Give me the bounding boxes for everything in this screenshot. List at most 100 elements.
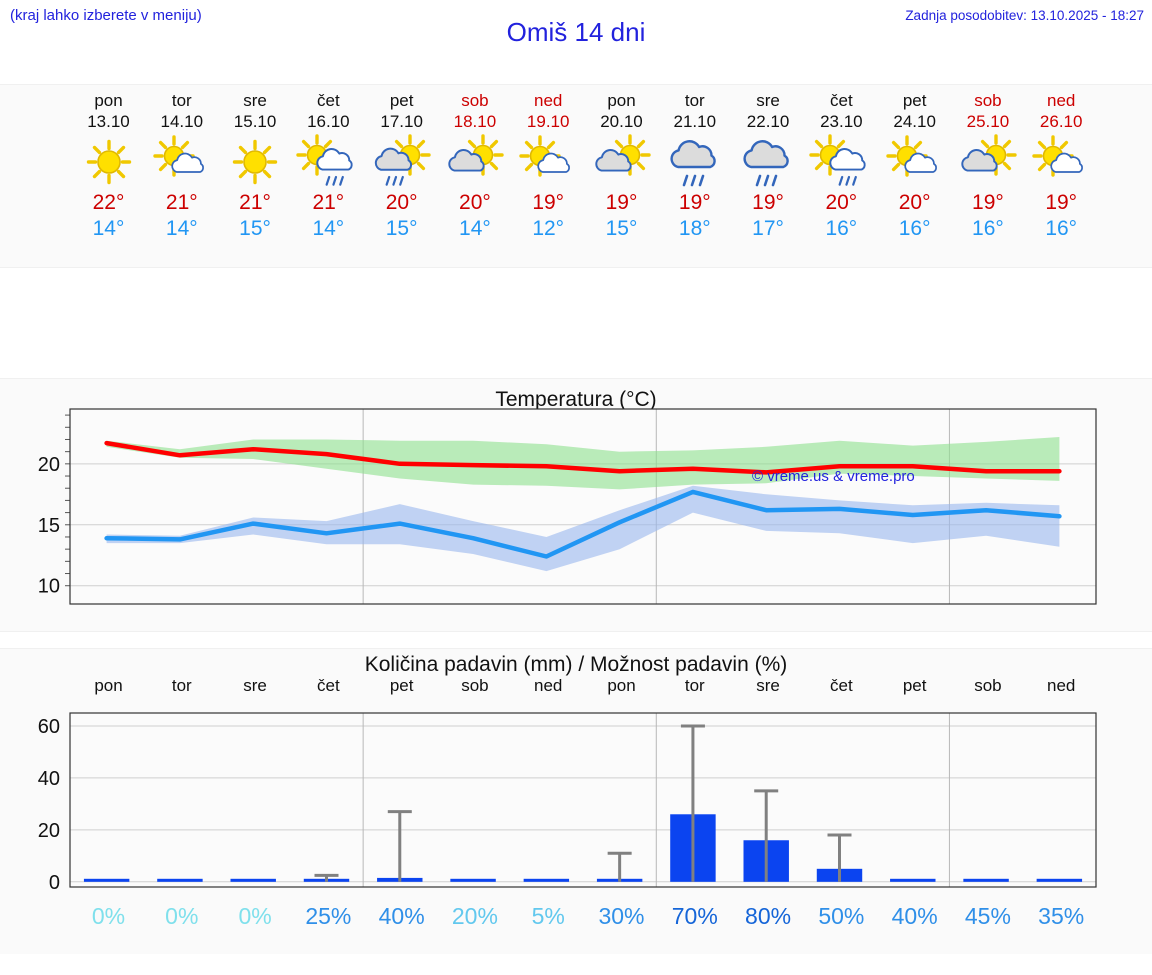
forecast-day-5[interactable]: pet 17.10 20° 15° [363, 85, 441, 267]
temp-max: 20° [385, 191, 418, 214]
menu-hint: (kraj lahko izberete v meniju) [10, 7, 202, 24]
precip-day-label: tor [171, 676, 192, 695]
forecast-day-2[interactable]: tor 14.10 21° 14° [143, 85, 221, 267]
forecast-day-14[interactable]: ned 26.10 19° 16° [1022, 85, 1100, 267]
day-date: 18.10 [453, 112, 497, 131]
forecast-day-4[interactable]: čet 16.10 21° 14° [289, 85, 367, 267]
temp-max: 20° [459, 191, 491, 214]
svg-text:40: 40 [38, 768, 60, 790]
precip-probability: 0% [165, 903, 199, 929]
precip-error-bar [680, 724, 705, 882]
precip-probability: 40% [891, 903, 938, 929]
precipitation-chart: 0 20 40 60 [38, 712, 1097, 894]
temperature-chart: 10 15 20 [38, 408, 1097, 605]
precip-day-label: sre [243, 676, 267, 695]
precip-probability: 0% [238, 903, 272, 929]
day-of-week: sre [243, 91, 267, 110]
page-header: (kraj lahko izberete v meniju) Omiš 14 d… [0, 0, 1152, 56]
precip-bar [450, 878, 496, 882]
temp-max: 20° [898, 191, 931, 214]
day-of-week: tor [171, 91, 192, 110]
precip-day-label: ned [534, 676, 563, 695]
temp-min: 16° [1045, 217, 1078, 240]
sun-cloud-icon [509, 134, 587, 190]
day-of-week: sob [461, 91, 489, 110]
day-date: 23.10 [820, 112, 863, 131]
temp-max: 19° [972, 191, 1004, 214]
day-of-week: čet [830, 91, 853, 110]
precip-day-label: tor [684, 676, 705, 695]
forecast-day-1[interactable]: pon 13.10 22° 14° [70, 85, 148, 267]
cloud-sun-rain-icon [363, 134, 441, 190]
day-of-week: čet [317, 91, 340, 110]
temp-min: 18° [678, 217, 711, 240]
precip-error-bar [387, 810, 412, 882]
temp-min: 14° [165, 217, 198, 240]
precip-probability: 50% [818, 903, 865, 929]
precip-probability: 70% [671, 903, 718, 929]
svg-text:20: 20 [38, 454, 60, 476]
temp-max: 20° [825, 191, 858, 214]
precip-probability: 35% [1038, 903, 1085, 929]
day-date: 24.10 [893, 112, 936, 131]
temp-max: 19° [752, 191, 784, 214]
cloud-rain-icon [656, 134, 734, 190]
cloud-sun-icon [583, 134, 661, 190]
temp-min: 14° [92, 217, 125, 240]
forecast-day-3[interactable]: sre 15.10 21° 15° [216, 85, 294, 267]
day-of-week: tor [684, 91, 705, 110]
sun-cloud-icon [876, 134, 954, 190]
precip-day-label: pet [902, 676, 927, 695]
sun-cloud-rain-icon [802, 134, 880, 190]
precip-bar [523, 878, 570, 882]
day-of-week: pon [94, 91, 123, 110]
day-of-week: sob [974, 91, 1002, 110]
svg-text:0: 0 [49, 872, 60, 894]
day-date: 21.10 [673, 112, 717, 131]
temp-max: 19° [678, 191, 711, 214]
precip-probability: 80% [745, 903, 792, 929]
precip-bar [157, 878, 203, 882]
precip-bar [963, 878, 1009, 882]
svg-text:15: 15 [38, 515, 60, 537]
uncertainty-band-0 [106, 437, 1060, 490]
temp-max: 21° [165, 191, 198, 214]
temp-min: 12° [532, 217, 565, 240]
svg-text:60: 60 [38, 716, 60, 738]
copyright-label: © vreme.us & vreme.pro [752, 468, 915, 485]
forecast-day-10[interactable]: sre 22.10 19° 17° [729, 85, 807, 267]
forecast-day-9[interactable]: tor 21.10 19° 18° [656, 85, 734, 267]
temp-min: 15° [605, 217, 638, 240]
forecast-day-13[interactable]: sob 25.10 19° 16° [949, 85, 1027, 267]
precip-probability: 0% [91, 903, 126, 929]
day-date: 25.10 [966, 112, 1010, 131]
precip-day-label: čet [317, 676, 340, 695]
precip-error-bar [607, 851, 632, 882]
forecast-day-12[interactable]: pet 24.10 20° 16° [876, 85, 954, 267]
forecast-day-8[interactable]: pon 20.10 19° 15° [583, 85, 661, 267]
forecast-day-7[interactable]: ned 19.10 19° 12° [509, 85, 587, 267]
precip-probability: 30% [598, 903, 645, 929]
day-date: 19.10 [526, 112, 570, 131]
precip-day-label: ned [1047, 676, 1076, 695]
precip-error-bar [754, 789, 779, 882]
forecast-day-6[interactable]: sob 18.10 20° 14° [436, 85, 514, 267]
precip-probability: 45% [964, 903, 1011, 929]
svg-text:20: 20 [38, 820, 60, 842]
precip-error-bar [314, 873, 339, 882]
temp-max: 19° [1045, 191, 1078, 214]
forecast-day-11[interactable]: čet 23.10 20° 16° [802, 85, 880, 267]
day-date: 17.10 [380, 112, 423, 131]
temp-max: 19° [532, 191, 565, 214]
precip-day-label: pet [389, 676, 414, 695]
day-date: 13.10 [87, 112, 130, 131]
cloud-rain-icon [729, 134, 807, 190]
precip-day-label: čet [830, 676, 853, 695]
page-title: Omiš 14 dni [506, 17, 646, 47]
precip-probability: 25% [305, 903, 352, 929]
temp-max: 21° [312, 191, 345, 214]
day-date: 26.10 [1039, 112, 1083, 131]
cloud-sun-icon [949, 134, 1027, 190]
precip-day-label: sob [461, 676, 489, 695]
day-of-week: pet [389, 91, 414, 110]
